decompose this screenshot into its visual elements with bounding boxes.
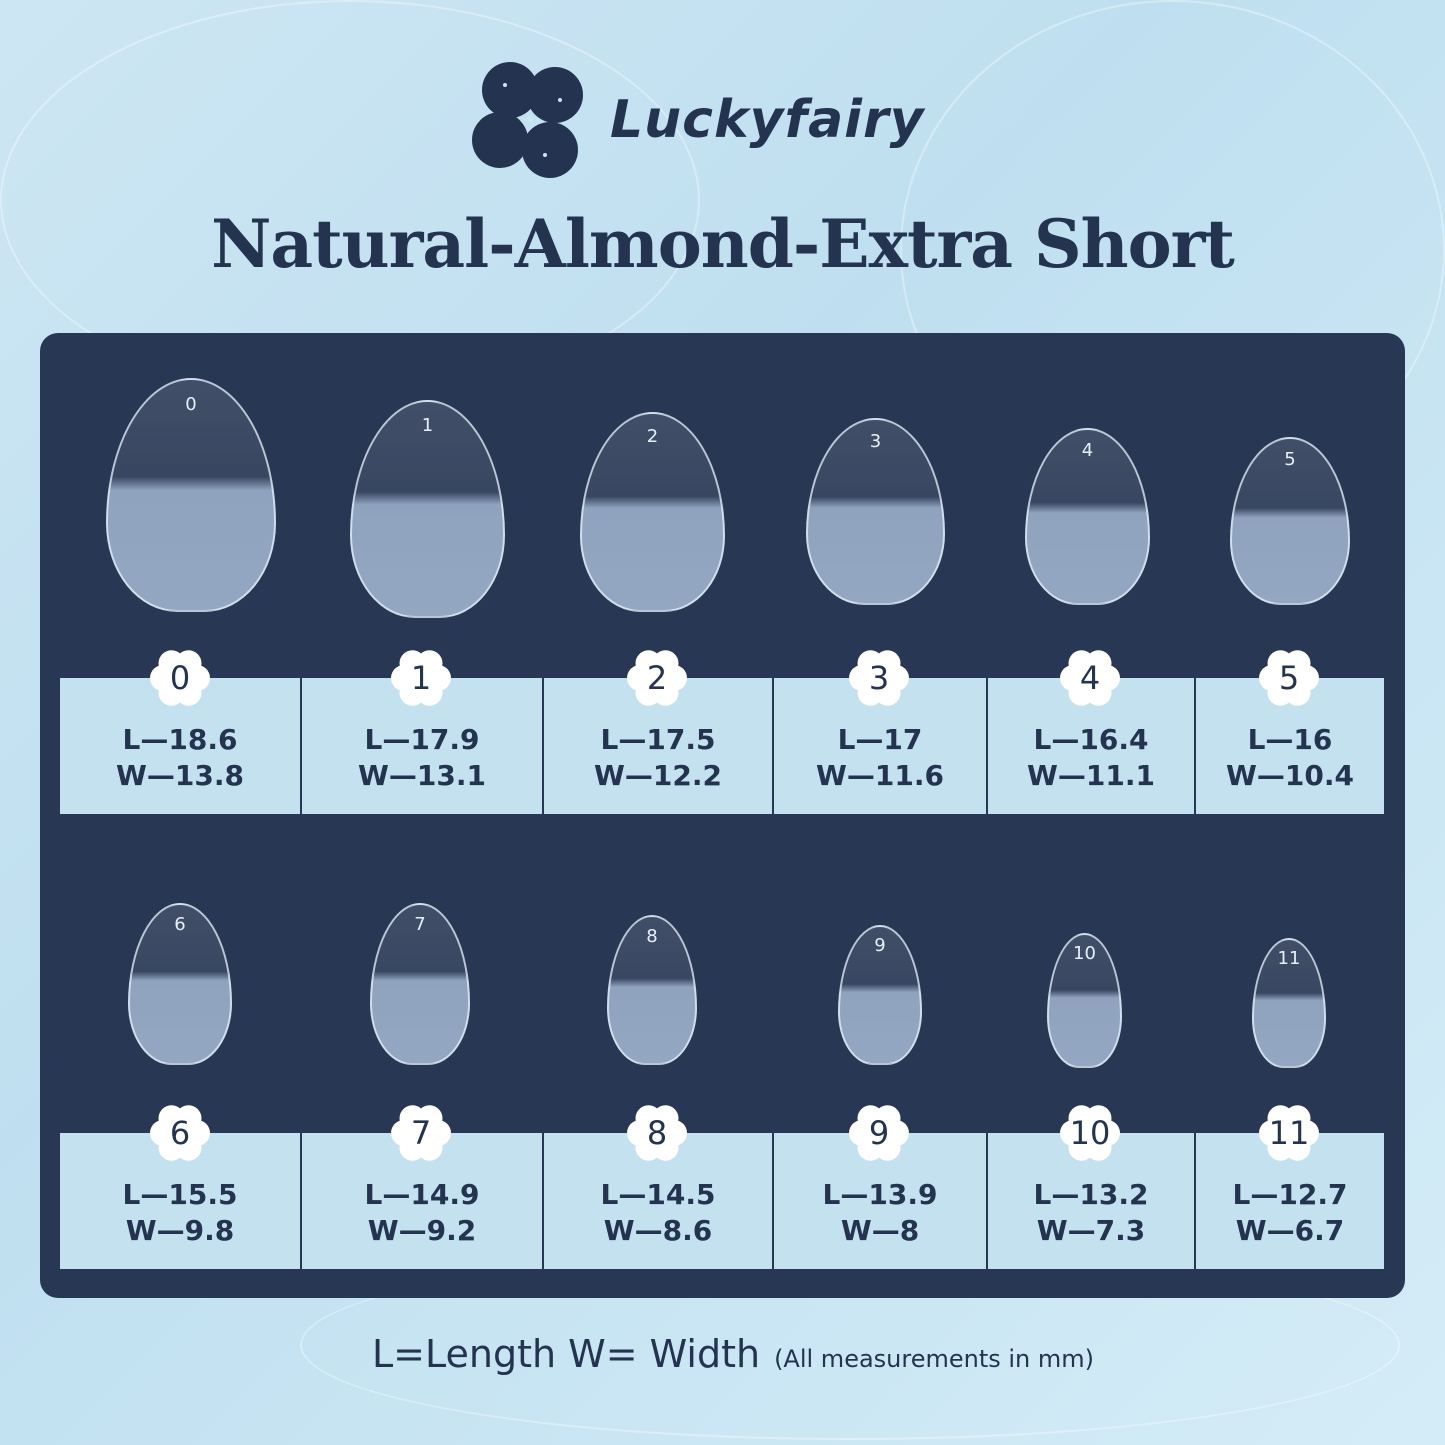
- nail-size-engraving: 11: [1277, 947, 1301, 969]
- nail-tip-image: 11: [1252, 938, 1326, 1068]
- nail-size-engraving: 7: [414, 914, 426, 936]
- page-title: Natural-Almond-Extra Short: [211, 205, 1235, 283]
- size-badge: 3: [848, 647, 910, 709]
- nail-size-engraving: 4: [1081, 440, 1094, 462]
- brand-logo: Luckyfairy: [460, 55, 925, 185]
- width-value: W—8: [840, 1214, 920, 1247]
- flower-badge-icon: [391, 650, 451, 706]
- size-number: 5: [1278, 659, 1300, 697]
- units-note: (All measurements in mm): [774, 1345, 1095, 1373]
- width-value: W—12.2: [594, 759, 722, 792]
- length-value: L—17.5: [600, 723, 716, 756]
- size-badge: 8: [626, 1102, 688, 1164]
- size-badge: 1: [390, 647, 452, 709]
- nail-size-engraving: 2: [646, 425, 659, 447]
- size-badge: 9: [848, 1102, 910, 1164]
- width-value: W—7.3: [1036, 1214, 1146, 1247]
- length-value: L—16: [1247, 723, 1333, 756]
- nail-size-engraving: 5: [1284, 448, 1296, 470]
- size-cell: L—17.9 W—13.1: [302, 678, 542, 814]
- size-number: 4: [1079, 659, 1101, 697]
- width-value: W—10.4: [1226, 759, 1354, 792]
- size-number: 7: [410, 1114, 432, 1152]
- size-number: 8: [646, 1114, 668, 1152]
- flower-badge-icon: [150, 650, 210, 706]
- size-number: 10: [1069, 1114, 1111, 1152]
- size-badge: 2: [626, 647, 688, 709]
- length-value: L—13.9: [822, 1178, 938, 1211]
- brand-name: Luckyfairy: [610, 90, 925, 150]
- size-number: 2: [646, 659, 668, 697]
- nail-size-engraving: 1: [421, 414, 434, 436]
- size-badge: 10: [1059, 1102, 1121, 1164]
- size-number: 9: [868, 1114, 890, 1152]
- size-number: 6: [169, 1114, 191, 1152]
- flower-badge-icon: [1259, 650, 1319, 706]
- width-value: W—11.6: [816, 759, 944, 792]
- size-number: 1: [410, 659, 432, 697]
- flower-badge-icon: [391, 1105, 451, 1161]
- nail-tip-image: 3: [806, 418, 945, 605]
- nail-tip-image: 5: [1230, 437, 1350, 605]
- length-value: L—17: [837, 723, 923, 756]
- width-value: W—13.1: [358, 759, 486, 792]
- flower-badge-icon: [1060, 650, 1120, 706]
- width-value: W—9.2: [367, 1214, 477, 1247]
- size-badge: 0: [149, 647, 211, 709]
- nail-size-engraving: 8: [646, 925, 658, 947]
- nail-tip-image: 10: [1047, 933, 1122, 1068]
- length-value: L—14.5: [600, 1178, 716, 1211]
- length-value: L—18.6: [122, 723, 238, 756]
- size-badge: 11: [1258, 1102, 1320, 1164]
- four-leaf-clover-icon: [472, 62, 583, 178]
- nail-size-engraving: 9: [874, 935, 886, 957]
- size-badge: 4: [1059, 647, 1121, 709]
- flower-badge-icon: [1060, 1105, 1120, 1161]
- flower-badge-icon: [627, 1105, 687, 1161]
- length-value: L—13.2: [1033, 1178, 1149, 1211]
- nail-tip-image: 1: [350, 400, 505, 618]
- size-badge: 7: [390, 1102, 452, 1164]
- width-value: W—8.6: [603, 1214, 713, 1247]
- nail-tip-image: 7: [370, 903, 470, 1065]
- length-value: L—16.4: [1033, 723, 1149, 756]
- nail-tip-image: 4: [1025, 428, 1150, 605]
- width-value: W—6.7: [1235, 1214, 1345, 1247]
- flower-badge-icon: [1259, 1105, 1319, 1161]
- nail-size-engraving: 0: [185, 393, 197, 415]
- nail-tip-image: 8: [607, 915, 697, 1065]
- flower-badge-icon: [849, 1105, 909, 1161]
- width-value: W—13.8: [116, 759, 244, 792]
- nail-size-engraving: 10: [1073, 942, 1096, 964]
- nail-size-engraving: 6: [174, 914, 186, 936]
- length-value: L—15.5: [122, 1178, 238, 1211]
- length-value: L—17.9: [364, 723, 480, 756]
- flower-badge-icon: [849, 650, 909, 706]
- flower-badge-icon: [627, 650, 687, 706]
- size-badge: 6: [149, 1102, 211, 1164]
- length-value: L—14.9: [364, 1178, 480, 1211]
- size-number: 0: [169, 659, 191, 697]
- size-number: 3: [868, 659, 890, 697]
- width-value: W—11.1: [1027, 759, 1155, 792]
- nail-tip-image: 2: [580, 412, 725, 612]
- nail-size-engraving: 3: [869, 430, 882, 452]
- width-value: W—9.8: [125, 1214, 235, 1247]
- nail-tip-image: 6: [128, 903, 232, 1065]
- size-badge: 5: [1258, 647, 1320, 709]
- size-cell: L—13.2 W—7.3: [988, 1133, 1194, 1269]
- size-number: 11: [1268, 1114, 1310, 1152]
- length-value: L—12.7: [1232, 1178, 1348, 1211]
- legend-text: L=Length W= Width: [372, 1332, 761, 1376]
- footer-legend: L=Length W= Width (All measurements in mm…: [372, 1332, 1094, 1376]
- nail-tip-image: 0: [106, 378, 276, 612]
- flower-badge-icon: [150, 1105, 210, 1161]
- nail-tip-image: 9: [838, 925, 922, 1065]
